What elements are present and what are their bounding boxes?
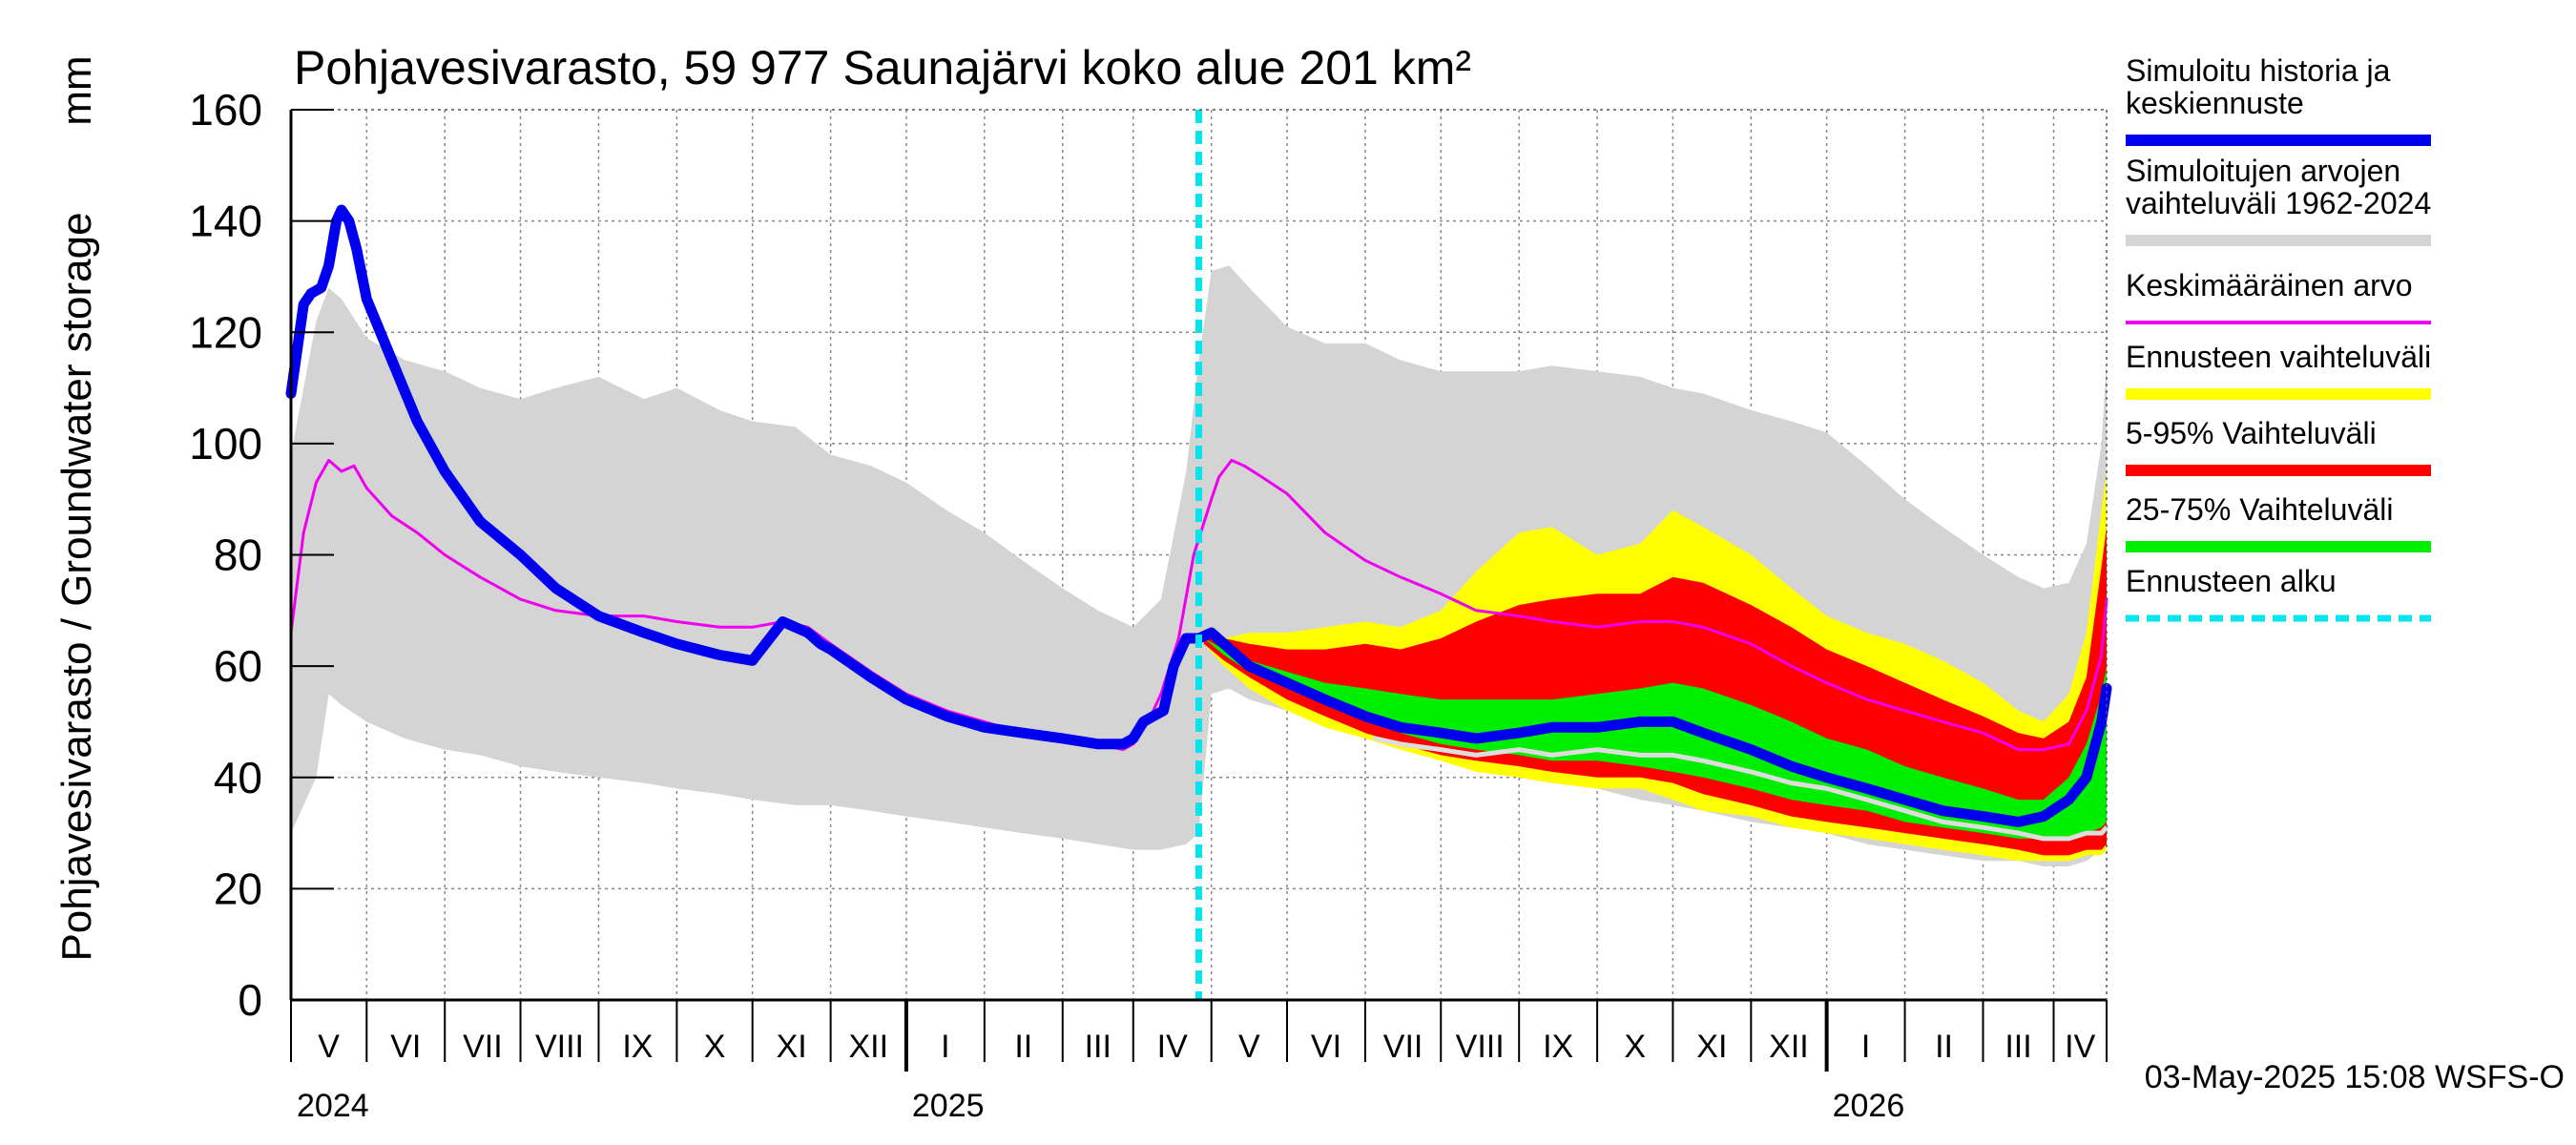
month-label: VIII xyxy=(1456,1029,1505,1065)
legend-label: Ennusteen alku xyxy=(2126,564,2337,598)
y-tick-label: 160 xyxy=(189,85,262,135)
month-label: I xyxy=(941,1029,949,1065)
month-label: IX xyxy=(1543,1029,1573,1065)
legend-label: 25-75% Vaihteluväli xyxy=(2126,492,2393,527)
month-label: V xyxy=(1238,1029,1260,1065)
y-tick-label: 40 xyxy=(214,753,262,802)
legend: Simuloitu historia ja keskiennuste Simuloi… xyxy=(2126,53,2431,622)
month-label: III xyxy=(1085,1029,1111,1065)
month-label: I xyxy=(1861,1029,1870,1065)
month-label: II xyxy=(1014,1029,1032,1065)
legend-label: Ennusteen vaihteluväli xyxy=(2126,340,2431,374)
month-label: V xyxy=(318,1029,340,1065)
y-tick-label: 20 xyxy=(214,864,262,913)
timestamp-label: 03-May-2025 15:08 WSFS-O xyxy=(2145,1059,2565,1095)
month-label: IV xyxy=(1157,1029,1188,1065)
month-label: VI xyxy=(390,1029,421,1065)
y-axis-unit: mm xyxy=(53,55,100,125)
month-label: XI xyxy=(1696,1029,1727,1065)
y-axis-ticks: 0 20 40 60 80 100 120 140 160 xyxy=(189,85,334,1025)
line-simuloitu-historia-ja-keskiennuste xyxy=(285,204,2112,827)
legend-label: Keskimääräinen arvo xyxy=(2126,268,2413,302)
y-tick-label: 60 xyxy=(214,641,262,691)
month-label: VII xyxy=(463,1029,503,1065)
month-label: X xyxy=(1624,1029,1646,1065)
month-label: II xyxy=(1935,1029,1953,1065)
year-label: 2025 xyxy=(912,1088,985,1124)
y-axis-label: Pohjavesivarasto / Groundwater storage xyxy=(53,212,100,961)
y-tick-label: 80 xyxy=(214,531,262,580)
month-label: VI xyxy=(1311,1029,1341,1065)
legend-label: 5-95% Vaihteluväli xyxy=(2126,416,2377,450)
y-tick-label: 120 xyxy=(189,307,262,357)
line-series xyxy=(285,110,2112,1000)
legend-label: Simuloitujen arvojen vaihteluväli 1962-20… xyxy=(2126,154,2431,220)
chart-title: Pohjavesivarasto, 59 977 Saunajärvi koko… xyxy=(294,41,1471,94)
month-label: VIII xyxy=(535,1029,584,1065)
month-label: VII xyxy=(1383,1029,1423,1065)
y-tick-label: 140 xyxy=(189,197,262,246)
year-label: 2024 xyxy=(297,1088,369,1124)
x-axis-months: V VI VII VIII IX X XI XII I II III IV V VI VII VIII IX X X… xyxy=(290,1000,2108,1124)
y-tick-label: 100 xyxy=(189,419,262,468)
month-label: IX xyxy=(622,1029,653,1065)
year-label: 2026 xyxy=(1833,1088,1905,1124)
legend-label: Simuloitu historia ja keskiennuste xyxy=(2126,53,2391,120)
month-label: XI xyxy=(777,1029,807,1065)
line-simuloitujen-vertailu-harmaa- xyxy=(1373,736,2109,842)
month-label: IV xyxy=(2065,1029,2095,1065)
month-label: XII xyxy=(1769,1029,1809,1065)
month-label: XII xyxy=(848,1029,888,1065)
month-label: X xyxy=(704,1029,726,1065)
y-tick-label: 0 xyxy=(238,975,262,1025)
month-label: III xyxy=(2005,1029,2031,1065)
